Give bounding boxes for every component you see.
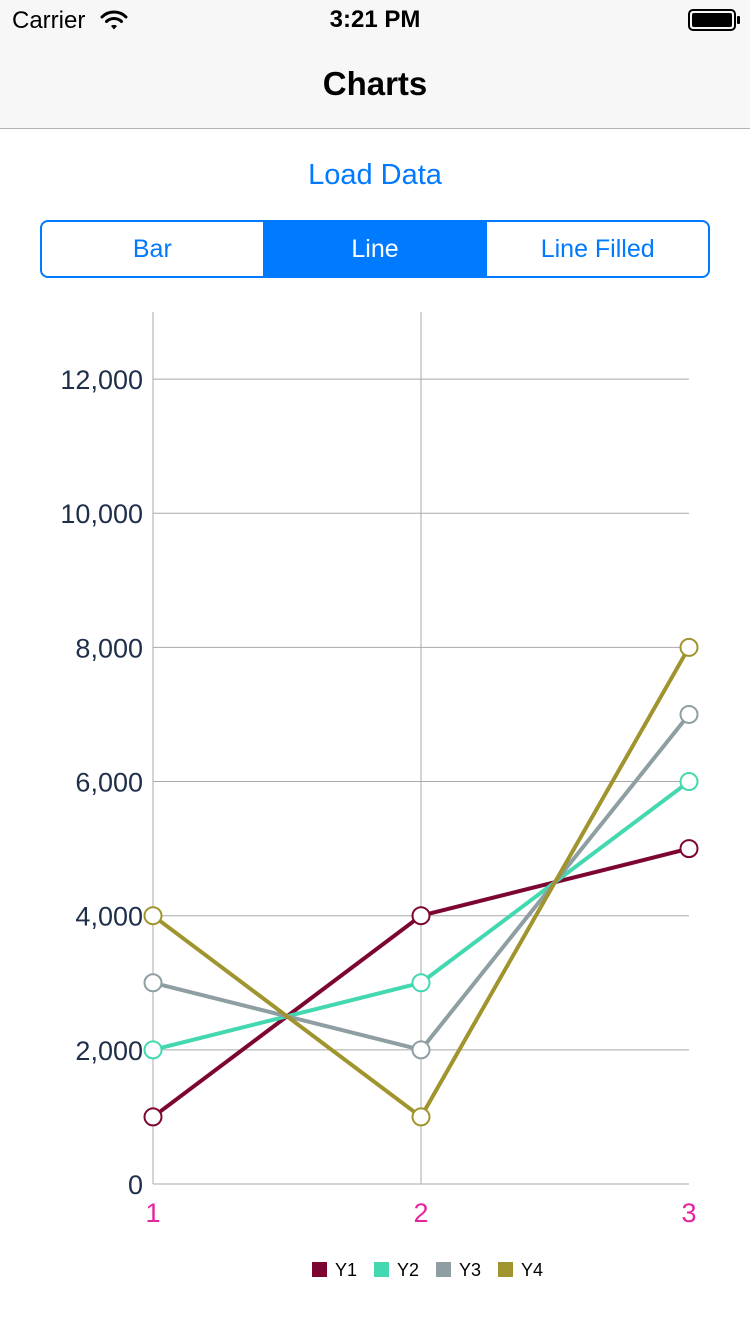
data-point-y1 <box>679 839 699 859</box>
x-tick-label: 3 <box>681 1198 696 1228</box>
data-point-y2 <box>411 973 431 993</box>
navigation-bar: Charts <box>0 40 750 129</box>
x-tick-label: 1 <box>145 1198 160 1228</box>
segment-bar[interactable]: Bar <box>132 235 172 263</box>
legend-swatch-y3 <box>436 1262 451 1277</box>
line-chart: 0 2,000 4,000 6,000 8,000 10,000 12,000 1 2 3 Y1 Y2… <box>60 312 699 1280</box>
data-point-y4 <box>411 1107 431 1127</box>
data-point-y1 <box>411 906 431 926</box>
load-data-button[interactable]: Load Data <box>308 159 442 191</box>
legend-label-y3: Y3 <box>459 1260 481 1280</box>
y-tick-label: 2,000 <box>75 1036 143 1066</box>
data-point-y3 <box>411 1040 431 1060</box>
data-point-y1 <box>143 1107 163 1127</box>
carrier-label: Carrier <box>12 7 86 34</box>
data-point-y4 <box>143 906 163 926</box>
data-point-y2 <box>143 1040 163 1060</box>
legend-swatch-y4 <box>498 1262 513 1277</box>
data-point-y3 <box>143 973 163 993</box>
status-time: 3:21 PM <box>329 6 421 33</box>
legend-swatch-y1 <box>312 1262 327 1277</box>
status-bar: Carrier 3:21 PM <box>0 0 750 40</box>
segment-line[interactable]: Line <box>262 222 486 276</box>
y-tick-label: 0 <box>128 1170 143 1200</box>
chart-type-segmented-control[interactable]: Bar Line Line Filled <box>40 220 710 278</box>
y-tick-label: 6,000 <box>75 768 143 798</box>
x-tick-label: 2 <box>413 1198 428 1228</box>
legend-label-y4: Y4 <box>521 1260 543 1280</box>
legend-label-y1: Y1 <box>335 1260 357 1280</box>
battery-full-icon <box>688 9 740 31</box>
data-point-y4 <box>679 637 699 657</box>
data-point-y2 <box>679 772 699 792</box>
data-point-y3 <box>679 704 699 724</box>
page-title: Charts <box>322 65 428 102</box>
y-tick-label: 12,000 <box>60 365 143 395</box>
legend-swatch-y2 <box>374 1262 389 1277</box>
wifi-icon <box>100 10 128 30</box>
y-tick-label: 10,000 <box>60 499 143 529</box>
y-tick-label: 8,000 <box>75 633 143 663</box>
legend-label-y2: Y2 <box>397 1260 419 1280</box>
y-tick-label: 4,000 <box>75 902 143 932</box>
segment-line-filled[interactable]: Line Filled <box>485 222 708 276</box>
